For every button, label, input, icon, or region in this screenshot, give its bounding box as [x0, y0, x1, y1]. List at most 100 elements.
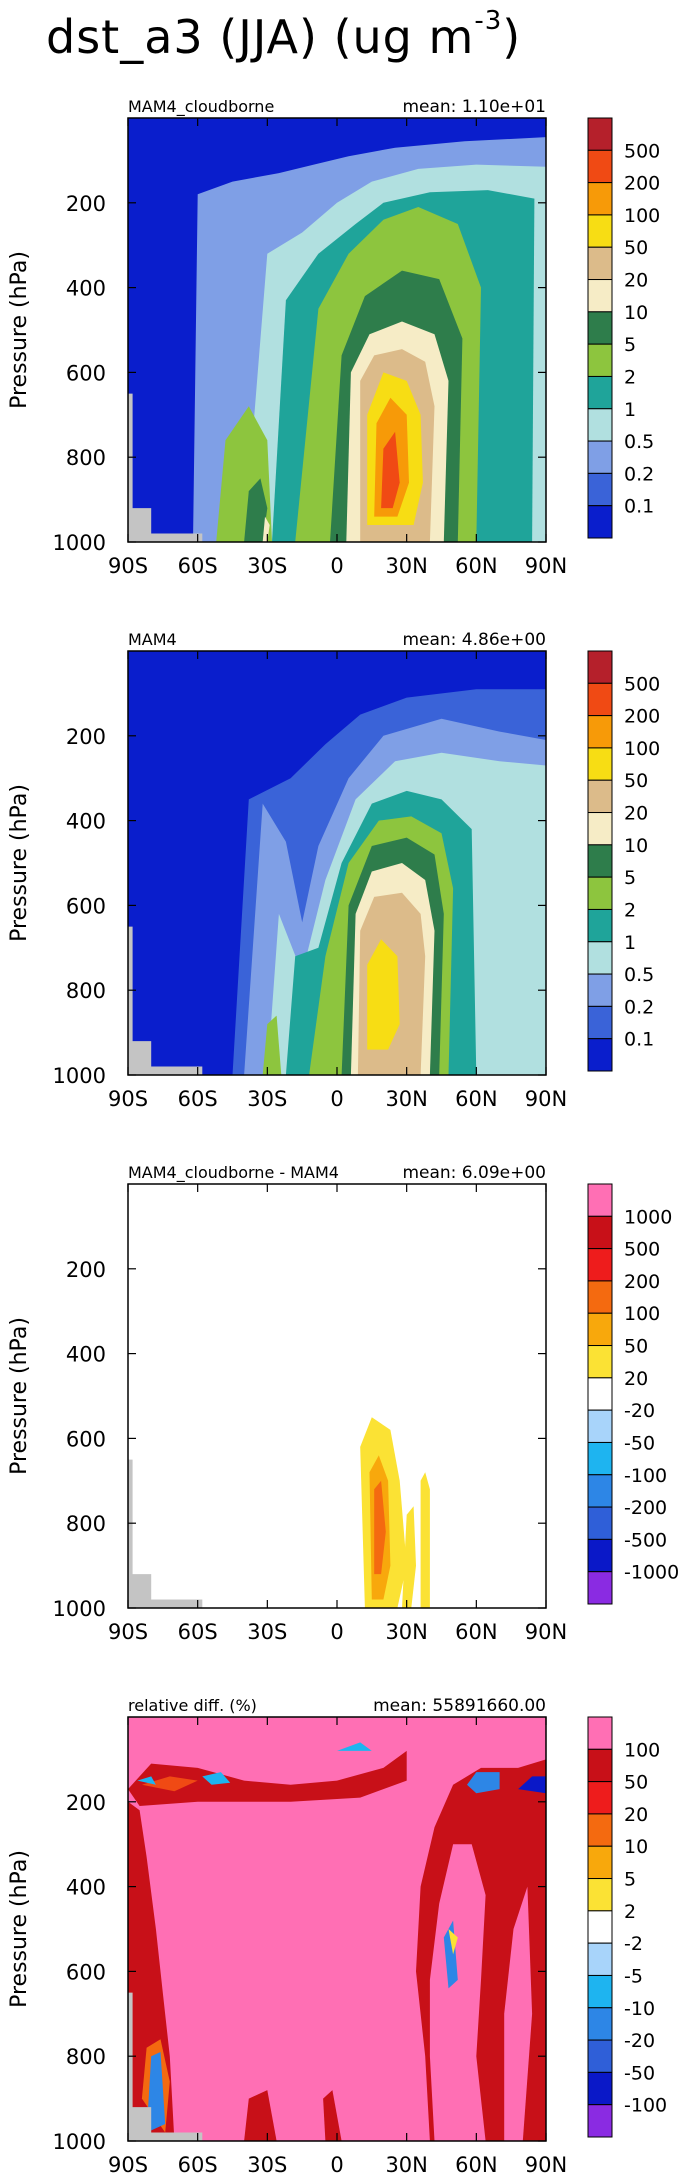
- y-tick-label: 600: [66, 361, 106, 385]
- colorbar: 1000 500 200 100 50 20 -20 -50 -100 -200 -500 -1000: [587, 1183, 679, 1605]
- colorbar-box: [587, 505, 613, 539]
- x-tick-label: 90N: [525, 1087, 567, 1111]
- x-tick-label: 90S: [108, 1620, 148, 1644]
- colorbar-label: 0.1: [624, 1029, 654, 1051]
- colorbar-label: 100: [624, 205, 660, 227]
- colorbar-box: [587, 876, 613, 910]
- contour-region: [381, 431, 400, 509]
- panel-3: MAM4_cloudborne - MAM4 mean: 6.09e+002004…: [7, 1163, 679, 1644]
- colorbar-box: [587, 343, 613, 377]
- colorbar-box: [587, 941, 613, 975]
- mean-text: mean: 4.86e+00: [402, 630, 546, 650]
- x-tick-label: 60S: [178, 1087, 218, 1111]
- y-tick-label: 600: [66, 894, 106, 918]
- colorbar-box: [587, 375, 613, 410]
- contour-region: [244, 2090, 277, 2141]
- y-tick-label: 1000: [53, 2130, 106, 2154]
- colorbar-box: [587, 1248, 613, 1282]
- colorbar-box: [587, 440, 613, 474]
- contour-field: [128, 118, 546, 542]
- colorbar-box: [587, 1280, 613, 1314]
- y-tick-label: 1000: [53, 1597, 106, 1621]
- colorbar-label: -200: [624, 1497, 667, 1519]
- x-tick-label: 90S: [108, 554, 148, 578]
- colorbar-label: -20: [624, 2030, 655, 2052]
- colorbar-label: -50: [624, 2062, 655, 2084]
- x-tick-label: 90S: [108, 1087, 148, 1111]
- x-tick-label: 60S: [178, 1620, 218, 1644]
- colorbar-box: [587, 1345, 613, 1379]
- colorbar-box: [587, 1748, 613, 1783]
- colorbar-box: [587, 650, 613, 684]
- x-tick-label: 0: [330, 1087, 343, 1111]
- colorbar-box: [587, 1974, 613, 2009]
- colorbar-label: 1: [624, 932, 636, 954]
- mean-text: mean: 55891660.00: [373, 1696, 546, 1716]
- y-tick-label: 400: [66, 1343, 106, 1367]
- colorbar-label: 200: [624, 173, 660, 195]
- colorbar-box: [587, 1215, 613, 1250]
- colorbar-box: [587, 779, 613, 814]
- colorbar-label: -100: [624, 1465, 667, 1487]
- colorbar-box: [587, 1910, 613, 1944]
- colorbar-label: 20: [624, 1368, 648, 1390]
- colorbar-box: [587, 279, 613, 313]
- colorbar-box: [587, 2104, 613, 2138]
- colorbar-label: 200: [624, 1271, 660, 1293]
- colorbar-box: [587, 1038, 613, 1072]
- y-tick-label: 200: [66, 725, 106, 749]
- colorbar-box: [587, 682, 613, 717]
- terrain-mask: [128, 1992, 203, 2141]
- y-tick-label: 200: [66, 1258, 106, 1282]
- colorbar-box: [587, 1538, 613, 1573]
- contour-region: [504, 1886, 533, 2141]
- colorbar-label: -10: [624, 1998, 655, 2020]
- colorbar-box: [587, 1716, 613, 1750]
- colorbar-box: [587, 246, 613, 281]
- field-background: [128, 1184, 546, 1608]
- colorbar-label: 50: [624, 770, 648, 792]
- x-tick-label: 0: [330, 554, 343, 578]
- panel-label: MAM4: [128, 630, 177, 649]
- x-tick-label: 60S: [178, 2153, 218, 2175]
- colorbar-box: [587, 1813, 613, 1847]
- terrain-mask: [128, 1459, 203, 1608]
- colorbar-box: [587, 1377, 613, 1411]
- y-axis-label: Pressure (hPa): [7, 1317, 32, 1475]
- colorbar-label: 100: [624, 738, 660, 760]
- y-tick-label: 800: [66, 1512, 106, 1536]
- colorbar-box: [587, 214, 613, 248]
- colorbar-box: [587, 2071, 613, 2106]
- colorbar-label: -20: [624, 1400, 655, 1422]
- mean-text: mean: 6.09e+00: [402, 1163, 546, 1183]
- contour-region: [146, 2052, 166, 2133]
- panel-label: relative diff. (%): [128, 1696, 257, 1715]
- y-tick-label: 200: [66, 192, 106, 216]
- colorbar-box: [587, 2007, 613, 2041]
- x-tick-label: 90S: [108, 2153, 148, 2175]
- x-tick-label: 30S: [247, 1087, 287, 1111]
- contour-region: [137, 1776, 156, 1785]
- colorbar-label: 200: [624, 706, 660, 728]
- colorbar: 100 50 20 10 5 2 -2 -5 -10 -20 -50 -100: [587, 1716, 667, 2138]
- colorbar: 500 200 100 50 20 10 5 2 1 0.5 0.2 0.1: [587, 117, 660, 539]
- y-tick-label: 400: [66, 810, 106, 834]
- contour-field: [128, 1184, 546, 1608]
- colorbar-label: 500: [624, 140, 660, 162]
- y-tick-label: 800: [66, 2045, 106, 2069]
- y-tick-label: 800: [66, 446, 106, 470]
- colorbar-label: 0.2: [624, 996, 654, 1018]
- colorbar-label: 2: [624, 1901, 636, 1923]
- colorbar-box: [587, 1781, 613, 1815]
- colorbar-label: 50: [624, 237, 648, 259]
- contour-region: [202, 1772, 231, 1785]
- x-tick-label: 0: [330, 2153, 343, 2175]
- contour-region: [518, 1776, 546, 1794]
- colorbar-box: [587, 182, 613, 216]
- y-tick-label: 1000: [53, 531, 106, 555]
- panel-2: MAM4 mean: 4.86e+002004006008001000Pressu…: [7, 630, 660, 1111]
- contour-region: [420, 1472, 430, 1608]
- colorbar-label: 2: [624, 899, 636, 921]
- contour-field: [128, 1717, 546, 2141]
